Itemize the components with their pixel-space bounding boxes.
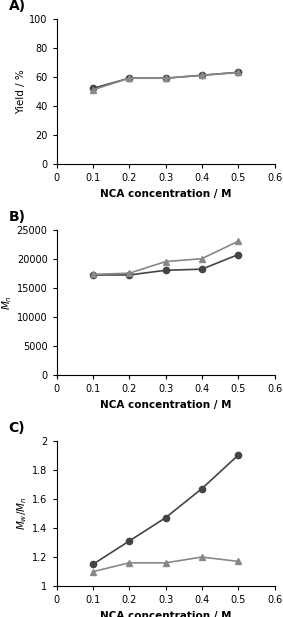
Text: B): B): [9, 210, 26, 224]
X-axis label: NCA concentration / M: NCA concentration / M: [100, 400, 231, 410]
Text: A): A): [9, 0, 26, 13]
Y-axis label: $M_w/M_n$: $M_w/M_n$: [16, 497, 29, 530]
Text: C): C): [9, 421, 25, 435]
X-axis label: NCA concentration / M: NCA concentration / M: [100, 189, 231, 199]
Y-axis label: Yield / %: Yield / %: [16, 69, 26, 114]
Y-axis label: $M_n$: $M_n$: [0, 295, 14, 310]
X-axis label: NCA concentration / M: NCA concentration / M: [100, 611, 231, 617]
